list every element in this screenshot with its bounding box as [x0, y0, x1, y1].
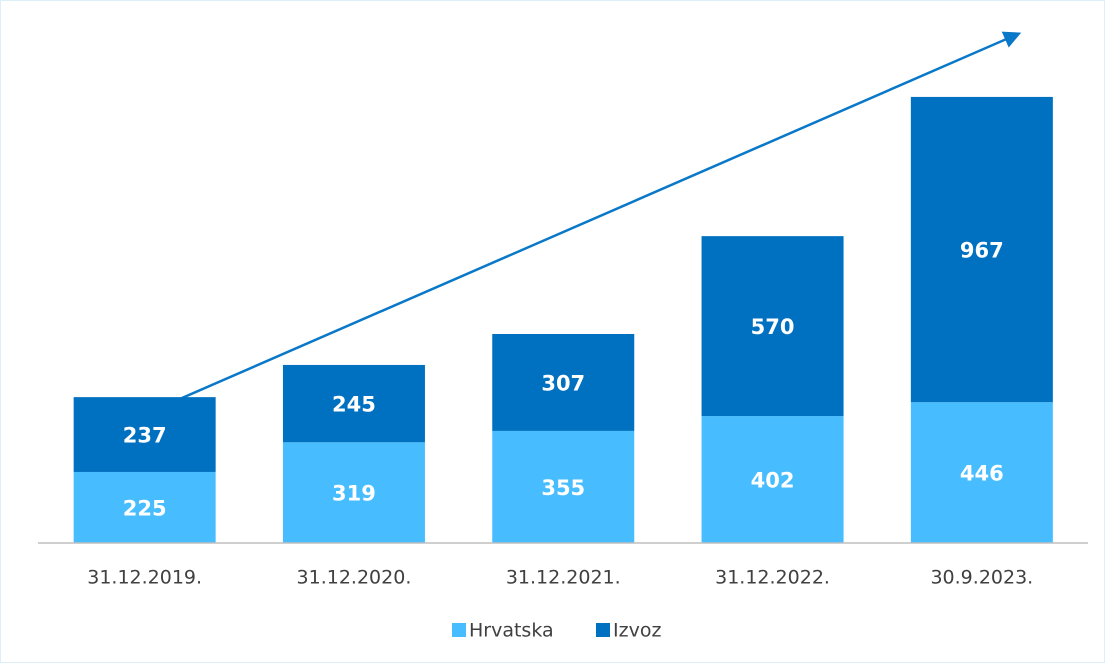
legend-label: Hrvatska: [469, 620, 554, 642]
legend-swatch: [452, 623, 466, 637]
legend-label: Izvoz: [613, 620, 661, 642]
bar-segment: [282, 364, 425, 443]
value-label: 967: [960, 239, 1004, 263]
x-tick-label: 31.12.2020.: [297, 567, 412, 589]
x-axis-labels: 31.12.2019. 31.12.2020. 31.12.2021. 31.12.2…: [87, 567, 1033, 589]
bar-segment: [492, 334, 635, 431]
bar-segment: [910, 402, 1053, 543]
value-label: 446: [960, 462, 1004, 486]
bar-segment: [701, 416, 844, 543]
value-label: 402: [751, 469, 795, 493]
x-tick-label: 31.12.2021.: [506, 567, 621, 589]
value-label: 245: [332, 393, 376, 417]
bar-segment: [282, 442, 425, 543]
value-label: 319: [332, 482, 376, 506]
legend: Hrvatska Izvoz: [452, 620, 661, 642]
x-tick-label: 30.9.2023.: [930, 567, 1033, 589]
value-label: 307: [541, 371, 585, 395]
legend-swatch: [596, 623, 610, 637]
bars: 225 237 319 245 355 307 402 570 446 967: [73, 96, 1053, 543]
x-tick-label: 31.12.2022.: [715, 567, 830, 589]
value-label: 570: [751, 315, 795, 339]
bar-segment: [492, 430, 635, 543]
bar-segment: [73, 397, 216, 472]
bar-segment: [910, 96, 1053, 403]
bar-segment: [701, 236, 844, 417]
trend-arrow: [119, 31, 1022, 427]
value-label: 225: [123, 496, 167, 520]
value-label: 355: [541, 476, 585, 500]
x-tick-label: 31.12.2019.: [87, 567, 202, 589]
value-label: 237: [123, 424, 167, 448]
bar-segment: [73, 471, 216, 543]
